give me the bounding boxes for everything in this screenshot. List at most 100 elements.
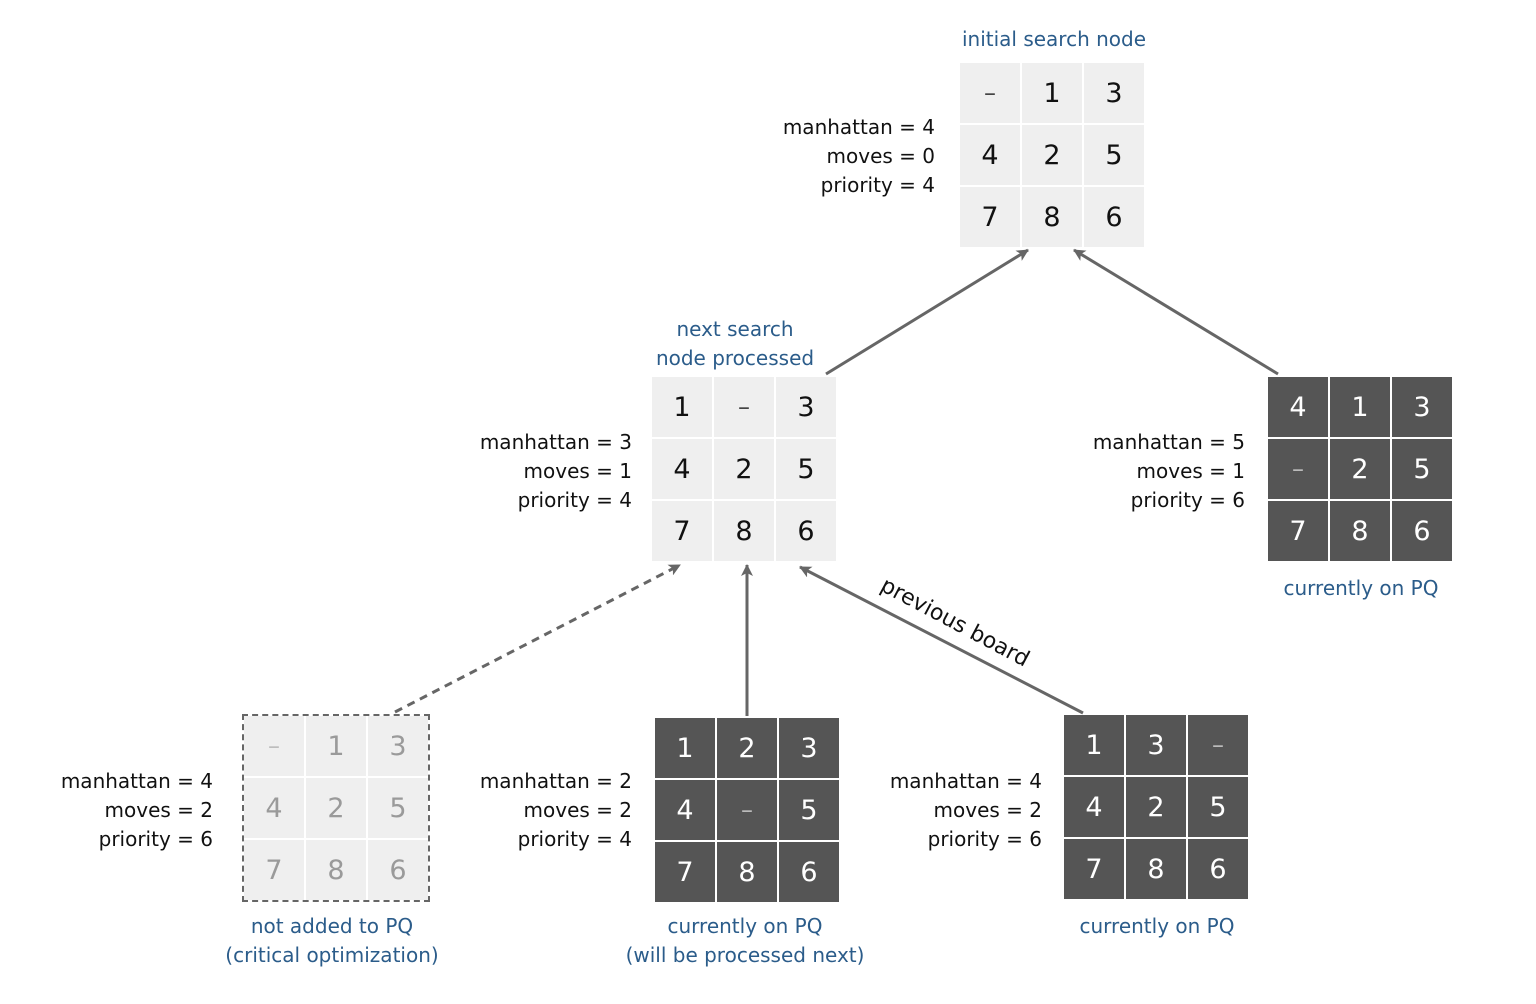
- board-next: 1 – 3 4 2 5 7 8 6: [652, 377, 836, 561]
- stats-middle-pq: manhattan = 2 moves = 2 priority = 4: [432, 767, 632, 854]
- tile: 7: [1268, 501, 1328, 561]
- tile: 7: [1064, 839, 1124, 899]
- tile: –: [1188, 715, 1248, 775]
- tile: 6: [776, 501, 836, 561]
- stats-next: manhattan = 3 moves = 1 priority = 4: [432, 428, 632, 515]
- caption-line: next search: [676, 317, 794, 341]
- tile: 8: [714, 501, 774, 561]
- board-right-pq: 4 1 3 – 2 5 7 8 6: [1268, 377, 1452, 561]
- tile: 5: [779, 780, 839, 840]
- tile: 4: [655, 780, 715, 840]
- stats-bottom-right-pq: manhattan = 4 moves = 2 priority = 6: [842, 767, 1042, 854]
- moves-value: moves = 2: [104, 798, 213, 822]
- tile: –: [714, 377, 774, 437]
- tile: 2: [306, 778, 366, 838]
- caption-line: currently on PQ: [667, 914, 823, 938]
- tile: 5: [368, 778, 428, 838]
- caption-middle-pq: currently on PQ (will be processed next): [615, 912, 875, 970]
- caption-initial: initial search node: [954, 25, 1154, 54]
- tile: 3: [779, 718, 839, 778]
- tile: 2: [1126, 777, 1186, 837]
- priority-value: priority = 4: [820, 173, 935, 197]
- tile: 2: [714, 439, 774, 499]
- board-not-added: – 1 3 4 2 5 7 8 6: [242, 714, 430, 902]
- caption-not-added: not added to PQ (critical optimization): [207, 912, 457, 970]
- tile: 7: [244, 840, 304, 900]
- manhattan-value: manhattan = 4: [782, 115, 935, 139]
- tile: 8: [1330, 501, 1390, 561]
- tile: 3: [1392, 377, 1452, 437]
- arrow-notadded-to-next: [394, 563, 681, 714]
- manhattan-value: manhattan = 4: [60, 769, 213, 793]
- tile: 6: [1188, 839, 1248, 899]
- caption-line: currently on PQ: [1079, 914, 1235, 938]
- caption-line: (will be processed next): [625, 943, 865, 967]
- priority-value: priority = 4: [517, 488, 632, 512]
- stats-right-pq: manhattan = 5 moves = 1 priority = 6: [1045, 428, 1245, 515]
- board-middle-pq: 1 2 3 4 – 5 7 8 6: [655, 718, 839, 902]
- priority-value: priority = 6: [927, 827, 1042, 851]
- tile: 5: [776, 439, 836, 499]
- tile: 1: [1022, 63, 1082, 123]
- manhattan-value: manhattan = 5: [1092, 430, 1245, 454]
- tile: 5: [1084, 125, 1144, 185]
- moves-value: moves = 2: [933, 798, 1042, 822]
- caption-line: node processed: [655, 346, 815, 370]
- manhattan-value: manhattan = 4: [889, 769, 1042, 793]
- priority-value: priority = 4: [517, 827, 632, 851]
- tile: –: [960, 63, 1020, 123]
- tile: 4: [244, 778, 304, 838]
- tile: 7: [655, 842, 715, 902]
- caption-bottom-right-pq: currently on PQ: [1057, 912, 1257, 941]
- tile: 1: [655, 718, 715, 778]
- tile: 8: [1022, 187, 1082, 247]
- tile: 2: [1022, 125, 1082, 185]
- board-initial: – 1 3 4 2 5 7 8 6: [960, 63, 1144, 247]
- moves-value: moves = 2: [523, 798, 632, 822]
- tile: 8: [717, 842, 777, 902]
- caption-line: initial search node: [961, 27, 1147, 51]
- tile: 6: [1392, 501, 1452, 561]
- tile: 4: [1268, 377, 1328, 437]
- tile: 1: [652, 377, 712, 437]
- stats-not-added: manhattan = 4 moves = 2 priority = 6: [13, 767, 213, 854]
- arrow-rightpq-to-initial: [1073, 248, 1279, 376]
- caption-line: (critical optimization): [225, 943, 439, 967]
- caption-right-pq: currently on PQ: [1261, 574, 1461, 603]
- arrow-bottomright-to-next: [799, 565, 1084, 715]
- tile: 8: [306, 840, 366, 900]
- tile: 8: [1126, 839, 1186, 899]
- manhattan-value: manhattan = 3: [479, 430, 632, 454]
- arrow-next-to-initial: [825, 248, 1029, 376]
- stats-initial: manhattan = 4 moves = 0 priority = 4: [735, 113, 935, 200]
- priority-value: priority = 6: [98, 827, 213, 851]
- caption-line: currently on PQ: [1283, 576, 1439, 600]
- tile: 7: [652, 501, 712, 561]
- caption-line: not added to PQ: [250, 914, 414, 938]
- moves-value: moves = 1: [523, 459, 632, 483]
- tile: 5: [1188, 777, 1248, 837]
- tile: 4: [652, 439, 712, 499]
- tile: –: [1268, 439, 1328, 499]
- tile: 6: [368, 840, 428, 900]
- tile: 6: [1084, 187, 1144, 247]
- moves-value: moves = 1: [1136, 459, 1245, 483]
- tile: 4: [960, 125, 1020, 185]
- tile: –: [244, 716, 304, 776]
- caption-next: next search node processed: [635, 315, 835, 373]
- tile: 5: [1392, 439, 1452, 499]
- tile: 4: [1064, 777, 1124, 837]
- tile: 6: [779, 842, 839, 902]
- tile: 1: [1064, 715, 1124, 775]
- tile: 7: [960, 187, 1020, 247]
- priority-value: priority = 6: [1130, 488, 1245, 512]
- tile: 2: [717, 718, 777, 778]
- tile: 3: [368, 716, 428, 776]
- tile: –: [717, 780, 777, 840]
- tile: 1: [1330, 377, 1390, 437]
- tile: 3: [1084, 63, 1144, 123]
- tile: 2: [1330, 439, 1390, 499]
- manhattan-value: manhattan = 2: [479, 769, 632, 793]
- board-bottom-right-pq: 1 3 – 4 2 5 7 8 6: [1064, 715, 1248, 899]
